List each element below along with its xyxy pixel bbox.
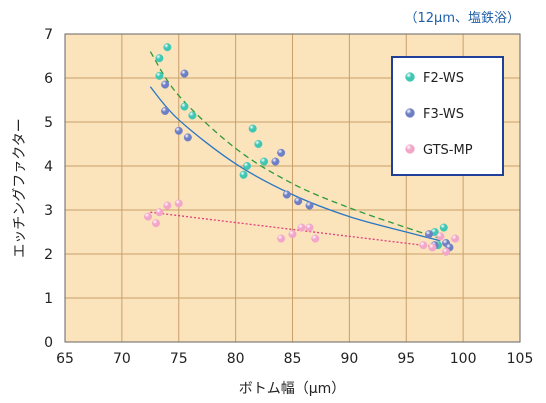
x-tick-label: 75 [170,351,188,367]
data-point [442,247,451,256]
data-point [188,111,197,120]
trend-lines [149,51,441,249]
data-point [163,43,172,52]
legend: F2-WS F3-WS GTS-MP [391,56,504,176]
legend-marker [405,108,415,118]
x-tick-label: 105 [507,351,534,367]
data-point [282,190,291,199]
x-tick-label: 80 [227,351,245,367]
data-point [180,69,189,78]
x-tick-label: 95 [397,351,415,367]
y-tick-label: 1 [44,291,53,307]
data-point [161,80,170,89]
data-point [155,71,164,80]
y-tick-label: 3 [44,203,53,219]
x-tick-label: 70 [113,351,131,367]
data-point [294,197,303,206]
trend-line [150,211,441,249]
data-point [428,243,437,252]
data-point [174,199,183,208]
y-tick-label: 5 [44,115,53,131]
y-tick-label: 4 [44,159,53,175]
data-point [242,161,251,170]
data-point [260,157,269,166]
data-point [305,201,314,210]
data-point [305,223,314,232]
x-tick-label: 85 [284,351,302,367]
data-point [254,139,263,148]
legend-marker [405,72,415,82]
legend-label: F3-WS [423,107,464,122]
data-point [419,241,428,250]
data-point [239,170,248,179]
data-point [436,232,445,241]
data-point [451,234,460,243]
x-tick-label: 100 [450,351,477,367]
y-tick-label: 6 [44,71,53,87]
y-tick-label: 2 [44,247,53,263]
trend-line [149,51,441,240]
data-point [277,234,286,243]
data-point [277,148,286,157]
legend-label: GTS-MP [423,143,473,158]
y-tick-label: 0 [44,335,53,351]
x-axis-label: ボトム幅（μm） [239,381,346,397]
data-point [151,219,160,228]
chart-subtitle: （12μm、塩鉄浴） [405,11,520,26]
data-point [183,133,192,142]
data-point [155,54,164,63]
y-axis-label: エッチングファクター [12,118,28,257]
trend-line [149,86,441,242]
data-point [425,230,434,239]
legend-items: F2-WS F3-WS GTS-MP [405,71,473,158]
legend-label: F2-WS [423,71,464,86]
data-point [174,126,183,135]
data-point [271,157,280,166]
data-point [288,230,297,239]
plot-frame [64,33,521,343]
x-tick-label: 90 [340,351,358,367]
y-axis-ticks: 0 1 2 3 4 5 6 7 [44,27,53,351]
data-point [163,201,172,210]
y-tick-label: 7 [44,27,53,43]
legend-marker [405,144,415,154]
data-point [297,223,306,232]
data-point [144,212,153,221]
data-point [161,106,170,115]
data-point [180,102,189,111]
data-point [155,208,164,217]
data-point [311,234,320,243]
data-point [439,223,448,232]
x-axis-ticks: 65 70 75 80 85 90 95 100 105 [56,351,533,367]
data-point [248,124,257,133]
x-tick-label: 65 [56,351,74,367]
data-points [144,43,460,256]
